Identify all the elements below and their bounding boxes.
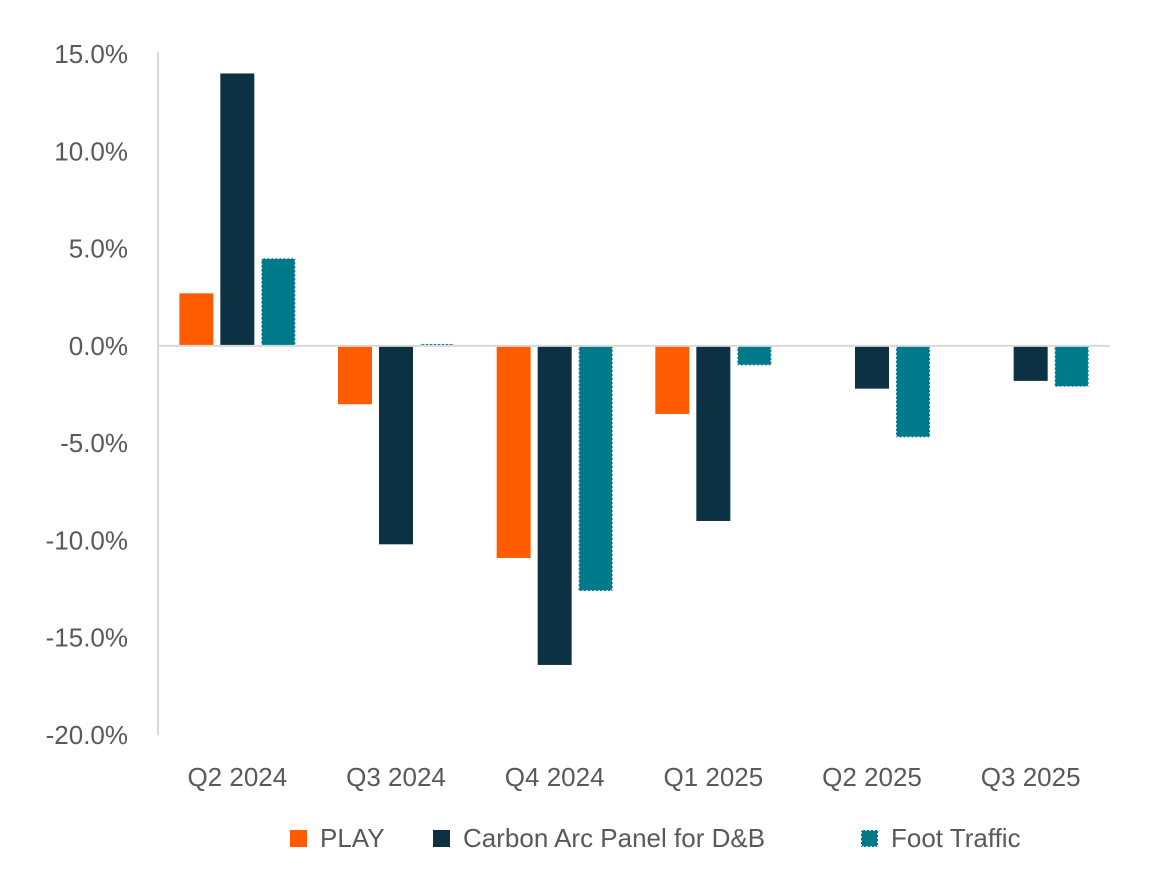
y-tick-label: 5.0% <box>69 234 128 264</box>
bar-play-q1-2025 <box>655 345 690 414</box>
bar-play-q4-2024 <box>496 345 531 558</box>
x-tick-label: Q3 2024 <box>346 762 446 792</box>
y-tick-label: -15.0% <box>46 623 128 653</box>
bar-foot-traffic-q1-2025 <box>736 345 773 367</box>
bar-play-q3-2024 <box>338 345 372 405</box>
legend-swatch <box>860 829 879 848</box>
bar-play-q2-2024 <box>179 293 214 346</box>
x-tick-label: Q4 2024 <box>505 762 605 792</box>
bar-carbon-arc-panel-for-d-b-q4-2024 <box>537 345 572 665</box>
bar-carbon-arc-panel-for-d-b-q3-2024 <box>379 345 413 545</box>
bar-carbon-arc-panel-for-d-b-q2-2025 <box>855 345 889 389</box>
bar-carbon-arc-panel-for-d-b-q2-2024 <box>220 73 255 346</box>
legend-label: Foot Traffic <box>891 823 1021 853</box>
y-tick-label: 15.0% <box>54 39 128 69</box>
legend-swatch <box>433 830 450 847</box>
legend-label: PLAY <box>320 823 385 853</box>
bar-foot-traffic-q2-2025 <box>895 345 931 439</box>
y-tick-label: 0.0% <box>69 331 128 361</box>
y-axis-tick-labels: 15.0% 10.0% 5.0% 0.0% -5.0% -10.0% -15.0% -20.0… <box>46 39 128 750</box>
legend-swatch <box>290 830 307 847</box>
bar-carbon-arc-panel-for-d-b-q3-2025 <box>1013 345 1048 381</box>
y-tick-label: 10.0% <box>54 136 128 166</box>
x-tick-label: Q3 2025 <box>981 762 1081 792</box>
x-axis-tick-labels: Q2 2024 Q3 2024 Q4 2024 Q1 2025 Q2 2025 Q3 20… <box>187 762 1080 792</box>
bar-carbon-arc-panel-for-d-b-q1-2025 <box>696 345 731 521</box>
bar-foot-traffic-q4-2024 <box>577 345 614 592</box>
bar-foot-traffic-q2-2024 <box>260 257 297 347</box>
bar-foot-traffic-q3-2025 <box>1053 345 1090 388</box>
y-tick-label: -5.0% <box>60 428 128 458</box>
y-tick-label: -20.0% <box>46 720 128 750</box>
y-tick-label: -10.0% <box>46 525 128 555</box>
legend-label: Carbon Arc Panel for D&B <box>463 823 765 853</box>
x-tick-label: Q1 2025 <box>663 762 763 792</box>
legend: PLAY Carbon Arc Panel for D&B Foot Traffic <box>290 823 1021 853</box>
legend-item-carbon-arc-panel-for-d-b: Carbon Arc Panel for D&B <box>433 823 765 853</box>
plot-area <box>157 52 1110 735</box>
legend-item-play: PLAY <box>290 823 385 853</box>
x-tick-label: Q2 2024 <box>187 762 287 792</box>
legend-item-foot-traffic: Foot Traffic <box>860 823 1021 853</box>
x-tick-label: Q2 2025 <box>822 762 922 792</box>
